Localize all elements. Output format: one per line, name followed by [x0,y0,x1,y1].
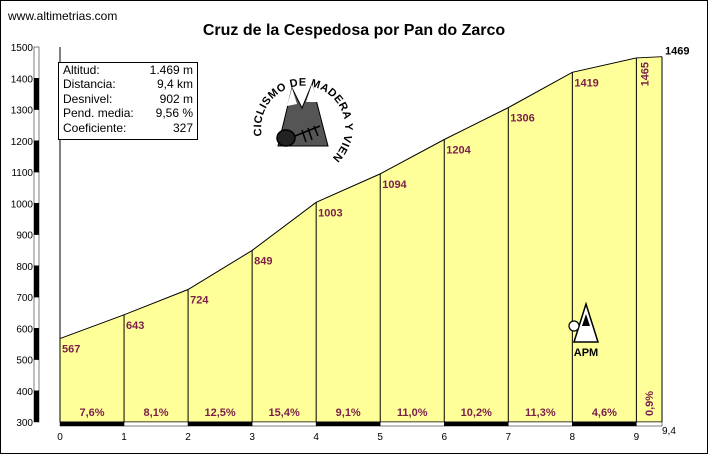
x-scale-bar-segment [572,421,637,427]
cyclist-icon [568,320,580,332]
elevation-label: 567 [62,344,80,356]
x-scale-bar-segment [59,421,125,427]
chart-title: Cruz de la Cespedosa por Pan do Zarco [202,22,506,39]
y-tick-label: 400 [16,387,33,398]
y-scale-bar-segment [33,46,40,79]
y-axis: 300 400 500 600 700 800 900 1000 1100 1200 1300 140… [11,43,61,429]
grade-label: 15,4% [269,407,300,419]
elevation-label: 724 [190,295,209,307]
x-tick-label: 2 [185,432,191,443]
y-scale-bar-segment [33,265,40,298]
grade-label: 12,5% [205,407,236,419]
x-scale-bar-segment [508,421,573,427]
x-tick-label: 5 [377,432,383,443]
apm-text: APM [574,347,598,359]
x-tick-label: 9 [634,432,640,443]
y-tick-label: 1400 [11,74,34,85]
elevation-label: 1094 [382,179,407,191]
x-tick-label: 7 [506,432,512,443]
stats-value: 902 m [159,91,193,106]
y-scale-bar-segment [33,390,40,423]
grade-label: 11,0% [397,407,428,419]
y-scale-bar-segment [33,296,40,329]
stats-row: Distancia: 9,4 km [59,77,197,91]
x-tick-label: 8 [570,432,576,443]
x-tick-label: 6 [441,432,447,443]
stats-box: Altitud: 1.469 m Distancia: 9,4 km Desnivel:… [58,62,198,140]
x-scale-bar-segment [251,421,317,427]
x-scale-bar-segment [187,421,253,427]
grade-label: 10,2% [461,407,492,419]
stats-label: Desnivel: [63,91,113,106]
x-tick-label: 9,4 [662,426,676,437]
y-scale-bar-segment [33,78,40,110]
x-tick-label: 4 [313,432,319,443]
elevation-label: 1419 [574,77,598,89]
stats-label: Distancia: [63,77,116,92]
y-tick-label: 300 [16,418,33,429]
y-scale-bar-segment [33,109,40,141]
y-tick-label: 1300 [11,106,34,117]
x-scale-bar-segment [123,421,189,427]
km-dividers [59,56,663,422]
y-tick-label: 1500 [11,43,34,54]
logo: CICLISMO DE MADERA Y VIENTO [252,77,354,165]
elevation-label-top: 1469 [665,46,689,58]
x-scale-bar-segment [315,421,381,427]
elevation-label: 849 [254,255,272,267]
elevation-labels: 567 643 724 849 1003 1094 1204 1306 1419 1465 1469 [62,46,689,356]
y-tick-label: 1100 [11,168,33,179]
y-scale-bar-segment [33,203,40,235]
x-tick-label: 1 [121,432,127,443]
grade-label: 0,9% [644,391,656,416]
stats-value: 9,56 % [155,106,193,121]
y-scale-bar-segment [33,140,40,173]
elevation-label: 1003 [318,207,342,219]
y-scale-bar-segment [33,234,40,266]
grade-labels: 7,6% 8,1% 12,5% 15,4% 9,1% 11,0% 10,2% 11,3% 4,6… [79,391,656,419]
x-axis: 0 1 2 3 4 5 6 7 8 9 9,4 [57,421,676,443]
fish-icon [276,125,321,147]
stats-row: Pend. media: 9,56 % [59,106,197,120]
stats-label: Coeficiente: [63,120,127,135]
x-scale-bar-segment [636,421,663,427]
grade-label: 9,1% [336,407,361,419]
stats-row: Desnivel: 902 m [59,92,197,106]
elevation-label: 1306 [510,113,534,125]
y-tick-label: 900 [16,231,33,242]
x-scale-bar-segment [379,421,445,427]
y-scale-bar-segment [33,359,40,391]
elevation-label: 643 [126,320,144,332]
grade-label: 4,6% [592,407,617,419]
x-tick-label: 0 [57,432,63,443]
stats-row: Altitud: 1.469 m [59,63,197,77]
grade-label: 8,1% [144,407,169,419]
apm-badge: APM [568,301,600,359]
elevation-label: 1465 [639,62,651,86]
y-tick-label: 500 [16,356,33,367]
x-scale-bar-segment [444,421,509,427]
x-tick-label: 3 [249,432,255,443]
grade-label: 7,6% [79,407,104,419]
y-scale-bar-segment [33,328,40,360]
profile-fill [60,56,662,422]
stats-value: 9,4 km [156,77,193,92]
y-tick-label: 600 [16,324,33,335]
stats-row: Coeficiente: 327 [59,121,197,135]
stats-value: 327 [172,120,193,135]
y-tick-label: 700 [16,293,33,304]
stats-label: Altitud: [63,63,100,77]
grade-label: 11,3% [525,407,556,419]
y-tick-label: 1000 [11,199,34,210]
stats-value: 1.469 m [149,63,193,77]
y-tick-label: 1200 [11,137,34,148]
y-tick-label: 800 [16,262,33,273]
y-scale-bar-segment [33,171,40,204]
stats-label: Pend. media: [63,106,134,121]
elevation-label: 1204 [446,145,471,157]
site-url: www.altimetrias.com [8,9,118,23]
